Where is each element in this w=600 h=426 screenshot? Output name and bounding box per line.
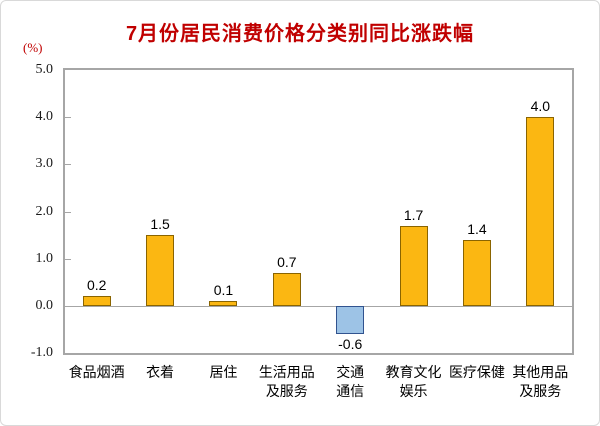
x-axis-category-label-line: 娱乐 bbox=[399, 383, 428, 399]
bar-value-label: -0.6 bbox=[338, 336, 363, 353]
x-axis-category-label: 食品烟酒 bbox=[60, 363, 133, 382]
bar-医疗保健 bbox=[462, 239, 491, 306]
y-axis-tick-label: 3.0 bbox=[35, 156, 54, 172]
y-axis-tick-label: 5.0 bbox=[35, 62, 54, 77]
y-axis-tick-mark bbox=[65, 117, 71, 119]
x-axis-category-label-line: 衣着 bbox=[146, 364, 175, 380]
bar-教育文化娱乐 bbox=[399, 225, 428, 306]
bar-居住 bbox=[209, 301, 238, 306]
bar-value-label: 1.4 bbox=[467, 220, 487, 237]
x-axis-category-label-line: 及服务 bbox=[519, 383, 562, 399]
x-axis-category-label-line: 生活用品 bbox=[258, 364, 315, 380]
y-axis-tick-mark bbox=[65, 211, 71, 213]
y-axis-unit-label: (%) bbox=[23, 40, 43, 55]
x-axis-category-label-line: 交通 bbox=[336, 364, 365, 380]
zero-baseline bbox=[65, 305, 572, 308]
x-axis-category-label: 生活用品 及服务 bbox=[250, 363, 323, 401]
bar-其他用品及服务 bbox=[526, 117, 555, 306]
y-axis-tick-label: 4.0 bbox=[35, 109, 54, 125]
plot-area: 0.2 1.5 0.1 0.7 -0.6 1.7 1.4 4.0 bbox=[63, 68, 574, 355]
y-axis-tick-label: 1.0 bbox=[35, 250, 54, 266]
bar-value-label: 0.7 bbox=[277, 253, 297, 270]
x-axis-category-label: 居住 bbox=[187, 363, 260, 382]
x-axis-category-label-line: 食品烟酒 bbox=[68, 364, 125, 380]
y-axis-tick-label: 2.0 bbox=[35, 203, 54, 219]
bar-value-label: 1.7 bbox=[403, 206, 424, 223]
x-axis-category-label-line: 通信 bbox=[336, 383, 365, 399]
bar-食品烟酒 bbox=[82, 296, 111, 306]
y-axis-tick-mark bbox=[65, 164, 71, 166]
bar-衣着 bbox=[146, 235, 175, 306]
x-axis-category-label-line: 及服务 bbox=[265, 383, 308, 399]
bar-value-label: 4.0 bbox=[530, 98, 551, 115]
x-axis-category-label-line: 居住 bbox=[209, 364, 238, 380]
bar-value-label: 0.1 bbox=[213, 282, 234, 299]
bar-交通通信 bbox=[336, 305, 365, 335]
x-axis-category-label-line: 其他用品 bbox=[512, 364, 569, 380]
x-axis-category-label: 衣着 bbox=[123, 363, 196, 382]
bar-生活用品及服务 bbox=[272, 272, 301, 306]
y-axis-tick-label: -1.0 bbox=[30, 345, 53, 360]
x-axis-category-label: 医疗保健 bbox=[440, 363, 513, 382]
y-axis-tick-mark bbox=[65, 258, 71, 260]
bar-value-label: 0.2 bbox=[86, 277, 107, 294]
y-axis-tick-label: 0.0 bbox=[35, 297, 54, 313]
chart-title: 7月份居民消费价格分类别同比涨跌幅 bbox=[125, 23, 475, 45]
x-axis-category-label: 其他用品 及服务 bbox=[504, 363, 577, 401]
bar-value-label: 1.5 bbox=[150, 216, 170, 233]
x-axis-category-label: 交通 通信 bbox=[314, 363, 387, 401]
x-axis-category-label: 教育文化 娱乐 bbox=[377, 363, 450, 401]
x-axis-category-label-line: 医疗保健 bbox=[448, 364, 505, 380]
x-axis-category-label-line: 教育文化 bbox=[385, 364, 442, 380]
